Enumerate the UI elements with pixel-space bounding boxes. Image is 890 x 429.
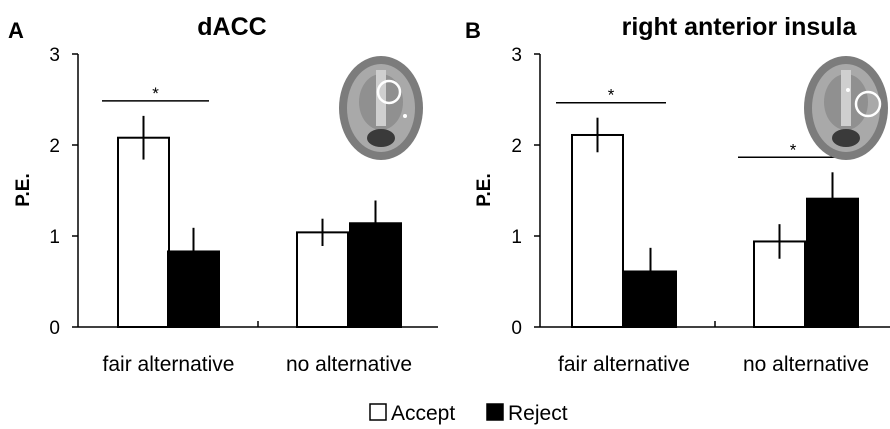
panel-a-letter: A [8, 18, 24, 43]
panel-b: B right anterior insula P.E. 0 1 2 3 fair al… [465, 13, 890, 376]
panel-a-y-axis-label: P.E. [13, 173, 34, 206]
legend-label-accept: Accept [391, 402, 455, 425]
panel-a-roi-circle [376, 79, 402, 105]
bar-accept [571, 133, 624, 328]
x-category-label: fair alternative [558, 353, 690, 376]
panel-b-letter: B [465, 18, 481, 43]
panel-b-plot: 0 1 2 3 fair alternative no alternative * * [511, 45, 890, 376]
y-tick-label: 2 [511, 136, 522, 157]
bar-accept [117, 136, 170, 328]
panel-b-title: right anterior insula [622, 13, 858, 41]
y-tick-label: 3 [49, 45, 60, 66]
y-tick-label: 1 [49, 227, 60, 248]
x-category-label: no alternative [286, 353, 412, 376]
x-category-label: fair alternative [103, 353, 235, 376]
legend-swatch-reject [486, 403, 504, 421]
panel-b-brain-inset [798, 56, 890, 160]
significance-star: * [608, 86, 615, 105]
legend-swatch-accept [369, 403, 387, 421]
bar-accept [296, 231, 349, 328]
panel-b-y-axis-label: P.E. [474, 173, 495, 206]
panel-a-plot: 0 1 2 3 fair alternative no alternative * [49, 45, 438, 376]
panel-a-title: dACC [197, 13, 266, 41]
significance-star: * [152, 84, 159, 103]
panel-a-brain-inset [335, 56, 427, 160]
y-tick-label: 3 [511, 45, 522, 66]
legend: Accept Reject [369, 402, 568, 425]
y-tick-label: 2 [49, 136, 60, 157]
panel-b-roi-circle [854, 90, 882, 118]
panel-a: A dACC P.E. 0 1 2 3 fair alternative no alter… [8, 13, 438, 376]
significance-star: * [790, 140, 797, 159]
y-tick-label: 1 [511, 227, 522, 248]
legend-label-reject: Reject [508, 402, 568, 425]
y-tick-label: 0 [511, 318, 522, 339]
x-category-label: no alternative [743, 353, 869, 376]
y-tick-label: 0 [49, 318, 60, 339]
